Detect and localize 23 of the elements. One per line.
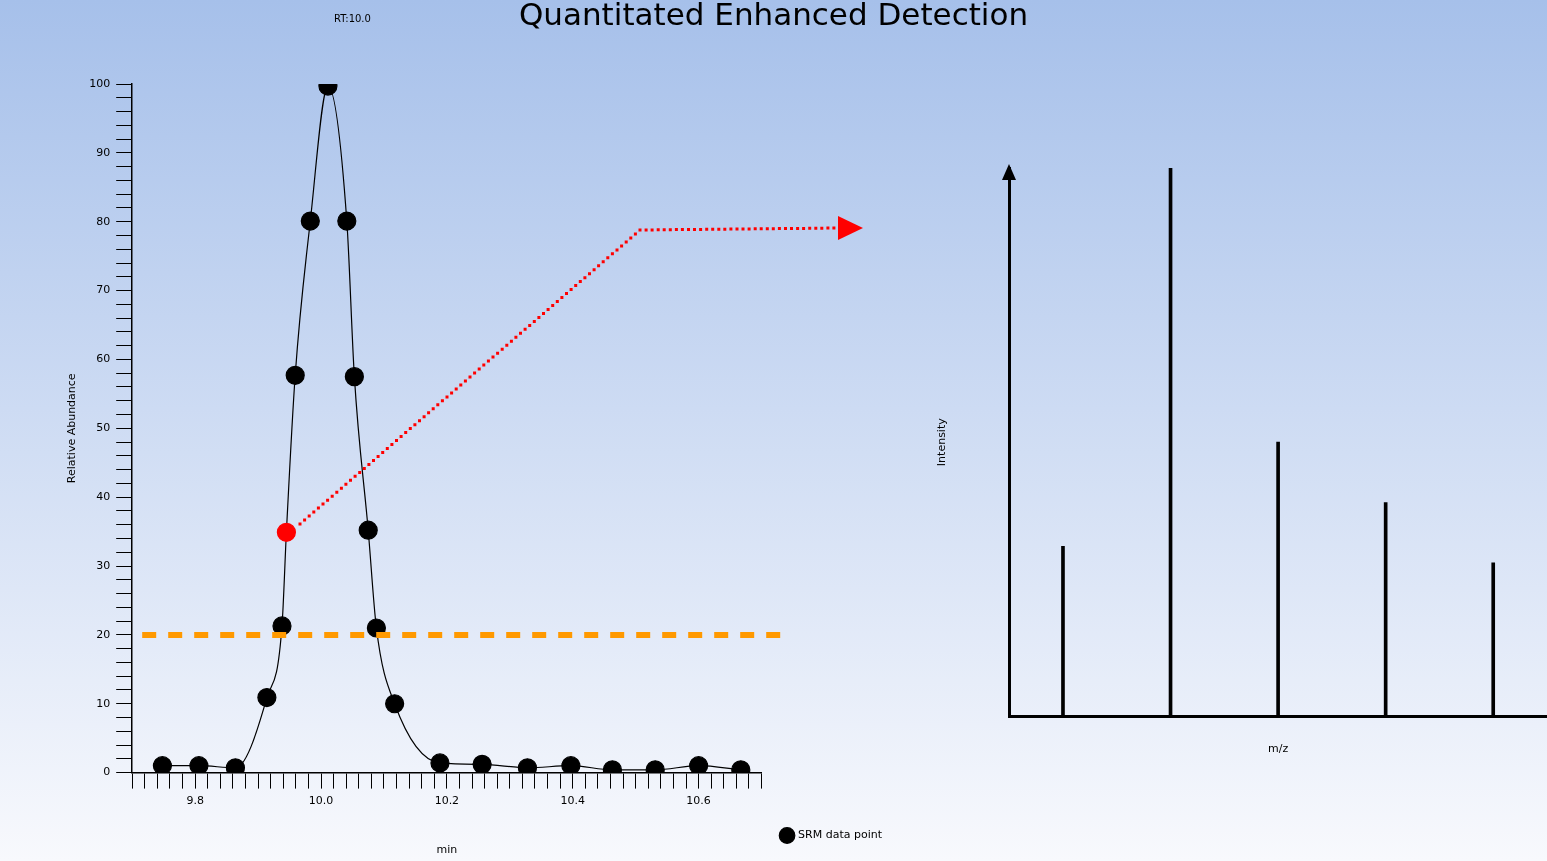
y-tick-label: 70 — [96, 283, 111, 297]
x-tick-label: 9.8 — [186, 794, 204, 808]
y-tick-label: 10 — [96, 696, 111, 710]
y-tick-label: 100 — [89, 76, 111, 90]
x-tick-label: 10.0 — [308, 794, 334, 808]
text: RT:10.0 — [334, 13, 371, 24]
y-axis-title: Relative Abundance — [65, 373, 79, 484]
x-tick-label: 10.4 — [560, 794, 585, 808]
x-axis-title: m/z — [1268, 742, 1289, 756]
y-tick-label: 80 — [96, 214, 111, 228]
y-tick-label: 20 — [96, 627, 111, 641]
y-tick-label: 60 — [96, 352, 111, 366]
y-tick-label: 50 — [96, 421, 111, 435]
y-tick-label: 0 — [103, 765, 111, 779]
x-tick-label: 10.6 — [686, 794, 711, 808]
legend-label: SRM data point — [798, 828, 883, 842]
y-tick-label: 30 — [96, 558, 111, 572]
y-tick-label: 90 — [96, 145, 111, 159]
x-axis-title: min — [436, 843, 458, 857]
y-tick-label: 40 — [96, 490, 111, 504]
x-tick-label: 10.2 — [434, 794, 460, 808]
y-axis-title: Intensity — [935, 417, 949, 467]
chart-title: Quantitated Enhanced Detection — [518, 0, 1029, 32]
